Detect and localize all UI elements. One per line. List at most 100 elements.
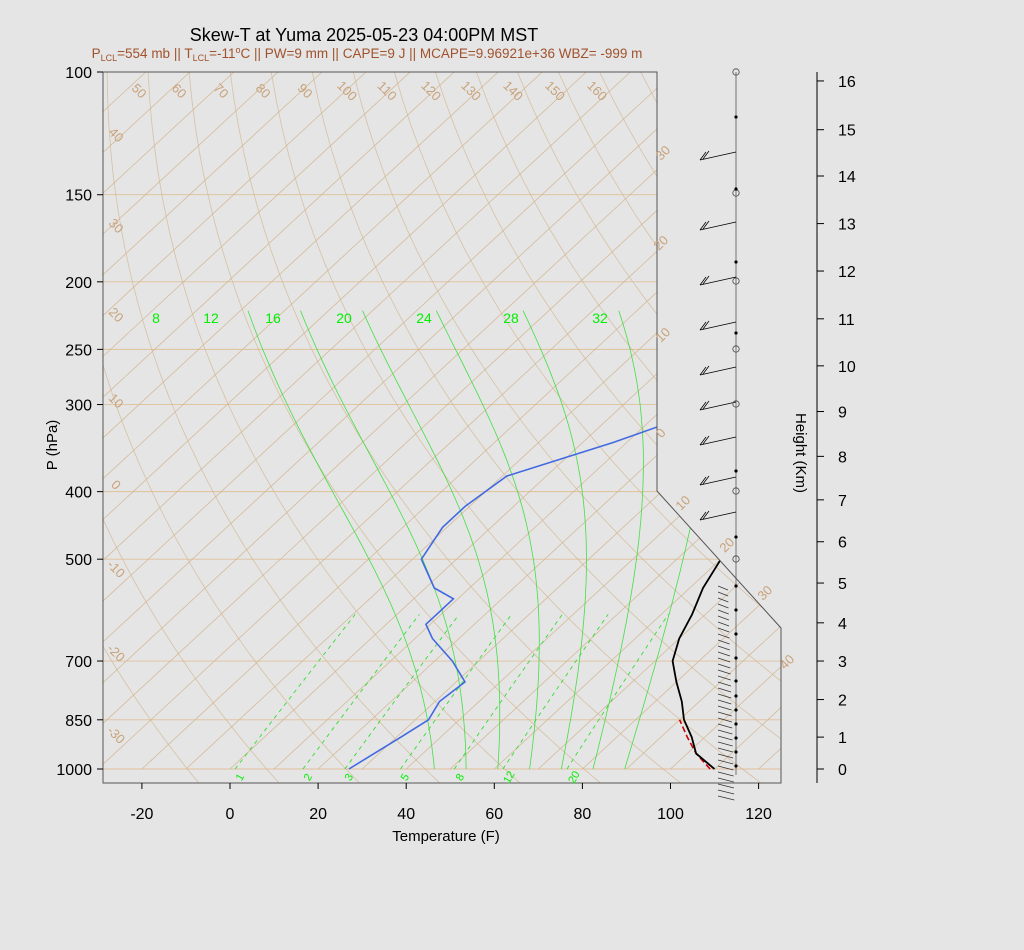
mixing-ratio-label-small: 1 (234, 772, 247, 783)
wind-level-dot (734, 260, 738, 264)
isotherm-line (449, 72, 781, 770)
wind-level-dot (734, 115, 738, 119)
mixing-ratio-label: 28 (503, 310, 519, 326)
height-tick-label: 3 (838, 654, 847, 671)
isotherm-line (103, 72, 675, 770)
height-tick-label: 14 (838, 169, 856, 186)
wind-barb-flag (699, 321, 707, 331)
isotherm-line (103, 72, 279, 770)
wind-level-dot (734, 708, 738, 712)
x-tick-label: 60 (485, 806, 503, 823)
isotherm-label: 140 (500, 78, 526, 104)
isotherm-line (103, 72, 455, 770)
isotherm-line (103, 72, 191, 770)
dry-adiabat-line (640, 72, 781, 783)
wind-barb-low (717, 789, 735, 795)
y-tick-label: 100 (65, 65, 92, 82)
isotherm-label-right: 40 (776, 651, 797, 672)
dry-adiabat-line (147, 72, 522, 783)
wind-level-dot (734, 722, 738, 726)
mixing-ratio-line (502, 614, 609, 770)
isotherm-label-left: 0 (108, 477, 124, 493)
subtitle-lcl-t-sub: LCL (193, 53, 210, 63)
height-tick-label: 6 (838, 535, 847, 552)
dry-adiabat-line (103, 72, 200, 783)
wind-barb-low (717, 609, 729, 615)
moist-adiabat-line (247, 310, 435, 770)
isotherm-label-right: 30 (754, 582, 775, 603)
wind-barb-low (717, 729, 733, 735)
moist-adiabat-line (435, 310, 540, 770)
wind-calm-circle (732, 277, 740, 285)
isotherm-label-left: -30 (104, 723, 128, 747)
isotherm-line (103, 72, 367, 770)
y-tick-label: 1000 (56, 762, 92, 779)
isotherm-label-left: 10 (106, 390, 127, 411)
dry-adiabat-line (311, 72, 781, 783)
isotherm-label: 70 (211, 80, 232, 101)
y-tick-label: 700 (65, 654, 92, 671)
moist-adiabat-line (522, 310, 587, 770)
wind-level-dot (734, 535, 738, 539)
wind-barb-shaft (699, 511, 737, 521)
wind-barb-low (717, 597, 729, 603)
isotherm-line (103, 72, 411, 770)
wind-level-dot (734, 736, 738, 740)
x-tick-label: -20 (130, 806, 153, 823)
subtitle-rest: C || PW=9 mm || CAPE=9 J || MCAPE=9.9692… (241, 46, 643, 61)
isotherm-line (803, 72, 1024, 769)
isotherm-line (103, 72, 587, 770)
wind-barb-low (717, 753, 734, 759)
wind-level-dot (734, 469, 738, 473)
x-tick-label: 100 (657, 806, 684, 823)
wind-barb-low (717, 705, 732, 711)
isotherm-line (103, 72, 781, 770)
x-tick-label: 20 (309, 806, 327, 823)
wind-barb-flag (702, 275, 710, 285)
chart-subtitle: PLCL=554 mb || TLCL=-11oC || PW=9 mm || … (92, 45, 643, 63)
wind-barb (699, 400, 737, 411)
isotherm-label-right: 10 (652, 324, 673, 345)
isotherm-label: 150 (542, 78, 568, 104)
isotherm-label-left: 30 (106, 215, 127, 236)
wind-barb-shaft (699, 151, 737, 161)
isotherm-line (229, 72, 781, 770)
wind-barb-shaft (699, 476, 737, 486)
mixing-ratio-line (453, 614, 563, 770)
wind-barb-low (717, 663, 731, 669)
wind-barb-shaft (699, 221, 737, 231)
isotherm-label: 80 (253, 80, 274, 101)
wind-barb (699, 510, 737, 521)
isotherm-label: 100 (334, 78, 360, 104)
height-tick-label: 5 (838, 576, 847, 593)
wind-barb (699, 365, 737, 376)
data-layer (348, 72, 781, 770)
height-tick-label: 12 (838, 264, 856, 281)
isotherm-label-right: 20 (716, 534, 737, 555)
dry-adiabat-line (887, 72, 1024, 784)
wind-level-dot (734, 764, 738, 768)
wind-barb-low (717, 747, 733, 753)
height-axis-title: Height (Km) (792, 413, 809, 493)
chart-title: Skew-T at Yuma 2025-05-23 04:00PM MST (190, 25, 539, 45)
isotherm-label: 110 (375, 78, 400, 103)
wind-level-dot (734, 679, 738, 683)
y-tick-label: 400 (65, 485, 92, 502)
mixing-ratio-label-small: 8 (454, 772, 467, 783)
height-tick-label: 9 (838, 405, 847, 422)
wind-barb-flag (699, 221, 707, 231)
isotherm-line (582, 72, 781, 770)
wind-barb-shaft (699, 276, 737, 286)
wind-barb-flag (699, 436, 707, 446)
height-tick-label: 0 (838, 762, 847, 779)
wind-level-dot (734, 187, 738, 191)
dry-adiabat-line (352, 72, 781, 783)
mixing-ratio-label: 32 (592, 310, 608, 326)
height-tick-label: 11 (838, 312, 855, 329)
isotherm-label: 60 (169, 80, 190, 101)
wind-barb-flag (699, 511, 707, 521)
isotherm-line (103, 72, 781, 770)
x-axis-title: Temperature (F) (392, 828, 500, 845)
wind-barb (699, 320, 737, 331)
mixing-ratio-label-small: 20 (566, 769, 583, 786)
